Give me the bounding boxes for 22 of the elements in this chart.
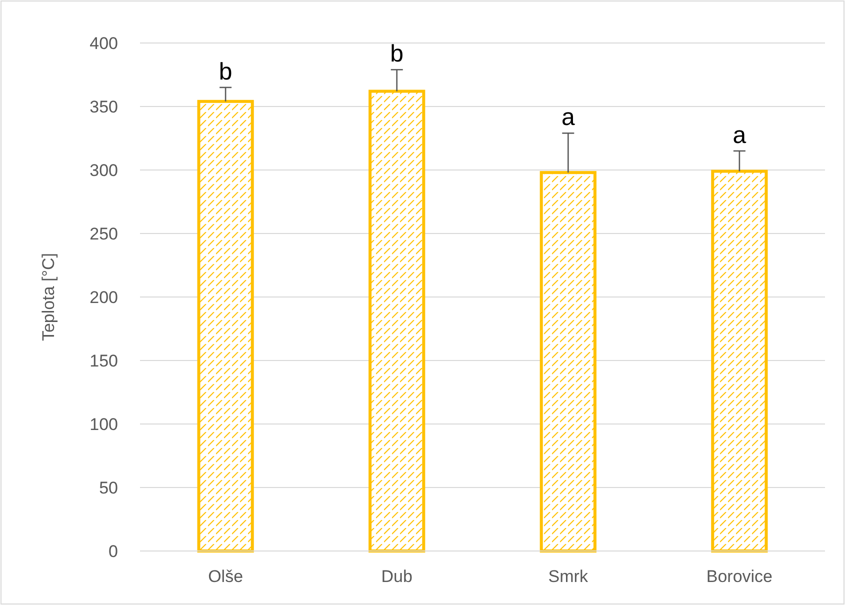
y-tick-label: 150 [90,351,118,370]
y-tick-label: 350 [90,97,118,116]
x-tick-label: Olše [208,567,244,586]
bar [197,100,254,552]
annotation: a [732,122,747,149]
y-tick-label: 0 [108,542,118,561]
x-tick-label: Borovice [706,567,773,586]
y-tick-label: 200 [90,288,118,307]
x-tick-label: Smrk [548,567,588,586]
y-tick-label: 400 [90,34,118,53]
annotation: b [390,40,404,68]
x-tick-label: Dub [381,567,412,586]
annotation: b [218,58,232,86]
bar [540,171,596,552]
bar [711,170,768,552]
y-axis-title: Teplota [°C] [39,252,58,342]
y-tick-label: 100 [90,414,118,434]
y-tick-label: 250 [90,224,118,244]
bar [368,90,426,552]
y-tick-label: 50 [99,478,118,498]
y-tick-label: 300 [90,160,118,180]
annotation: a [561,104,576,132]
